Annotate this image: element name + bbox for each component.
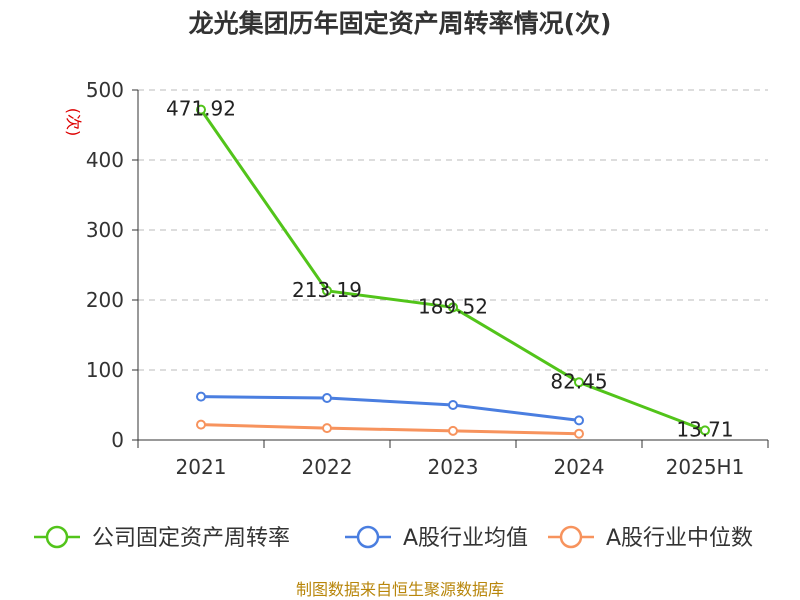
data-point xyxy=(448,400,458,410)
legend-swatch-marker xyxy=(356,525,380,549)
x-tick-label: 2024 xyxy=(554,455,605,479)
y-tick-label: 500 xyxy=(86,78,124,102)
legend-label: A股行业均值 xyxy=(403,526,528,551)
legend-swatch-marker xyxy=(45,525,69,549)
data-point xyxy=(196,104,206,115)
data-label: 13.71 xyxy=(676,417,733,441)
y-tick-label: 400 xyxy=(86,148,124,172)
data-label: 213.19 xyxy=(292,278,362,302)
legend-swatch-marker xyxy=(559,525,583,549)
y-tick-label: 300 xyxy=(86,218,124,242)
x-tick-label: 2023 xyxy=(428,455,479,479)
x-tick-label: 2025H1 xyxy=(666,455,745,479)
y-tick-label: 200 xyxy=(86,288,124,312)
data-point xyxy=(322,393,332,403)
x-tick-label: 2022 xyxy=(302,455,353,479)
data-point xyxy=(196,419,206,430)
data-label: 82.45 xyxy=(550,369,607,393)
grid-lines xyxy=(138,89,768,371)
data-source-note: 制图数据来自恒生聚源数据库 xyxy=(296,580,504,599)
y-axis-unit: (次) xyxy=(64,108,83,137)
y-tick-label: 0 xyxy=(111,428,124,452)
data-point xyxy=(574,377,584,388)
legend: 公司固定资产周转率 A股行业均值 A股行业中位数 xyxy=(34,525,753,551)
chart-title: 龙光集团历年固定资产周转率情况(次) xyxy=(189,9,612,38)
data-point xyxy=(322,285,332,296)
data-point xyxy=(700,425,710,436)
series-line xyxy=(200,423,580,436)
axes: 0 100 200 300 400 500 2021 2022 2023 2024 2025H1 xyxy=(86,78,769,479)
data-point xyxy=(574,428,584,439)
data-point xyxy=(322,423,332,434)
x-tick-label: 2021 xyxy=(176,455,227,479)
legend-label: A股行业中位数 xyxy=(606,526,753,551)
series-line xyxy=(200,395,580,422)
data-labels: 471.92 213.19 189.52 82.45 13.71 xyxy=(166,97,734,442)
y-tick-label: 100 xyxy=(86,358,124,382)
data-label: 471.92 xyxy=(166,97,236,121)
series-layer xyxy=(196,104,710,439)
data-point xyxy=(196,391,206,402)
legend-label: 公司固定资产周转率 xyxy=(92,526,290,551)
data-point xyxy=(574,415,584,426)
series-line xyxy=(199,108,706,432)
data-point xyxy=(448,302,458,313)
data-label: 189.52 xyxy=(418,294,488,318)
data-point xyxy=(448,425,458,436)
